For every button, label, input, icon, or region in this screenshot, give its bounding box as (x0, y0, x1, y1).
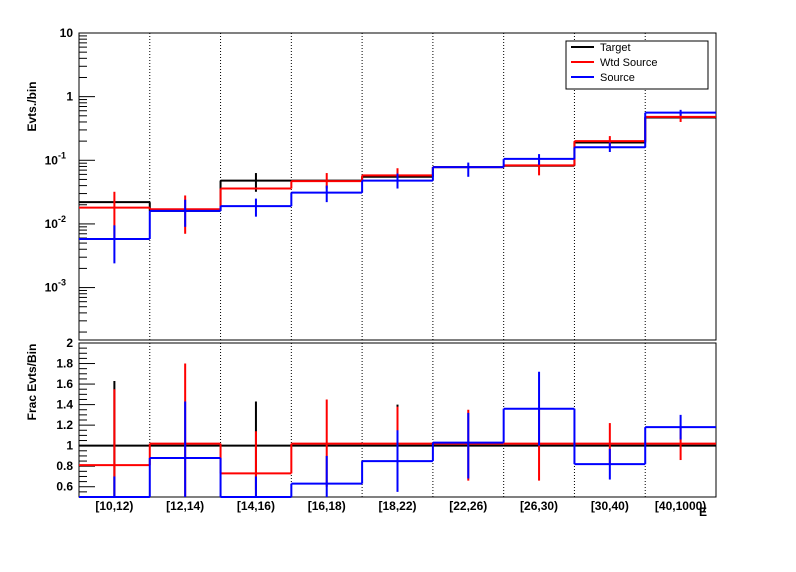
bottom-y-tick-label: 1.6 (56, 377, 73, 391)
bottom-y-tick-label: 1 (66, 439, 73, 453)
bottom-y-axis-label: Frac Evts/Bin (25, 344, 39, 421)
top-y-tick-label: 10-3 (45, 278, 66, 295)
top-plot-frame (78, 32, 717, 341)
top-y-axis-label: Evts./bin (25, 81, 39, 131)
legend-entry: Source (600, 72, 635, 84)
x-axis-label: E (699, 505, 707, 519)
legend-entry: Target (600, 42, 631, 54)
bottom-y-tick-label: 2 (66, 336, 73, 350)
legend: Target Wtd Source Source (565, 40, 709, 90)
legend-box (565, 40, 709, 90)
bottom-y-tick-label: 0.8 (56, 459, 73, 473)
x-category-label: [22,26) (449, 499, 487, 513)
bottom-y-tick-label: 1.2 (56, 418, 73, 432)
x-category-label: [14,16) (237, 499, 275, 513)
top-panel: 10 1 10-1 10-2 10-3 Evts./bin (25, 26, 717, 341)
x-category-label: [40,1000) (655, 499, 706, 513)
bottom-panel: 2 1.8 1.6 1.4 1.2 1 0.8 0.6 Frac Evts/Bin [10,12)… (25, 336, 717, 519)
bottom-y-tick-label: 0.6 (56, 480, 73, 494)
top-y-tick-label: 10-1 (45, 150, 66, 167)
x-category-label: [12,14) (166, 499, 204, 513)
x-category-label: [18,22) (378, 499, 416, 513)
x-category-label: [30,40) (591, 499, 629, 513)
x-category-label: [26,30) (520, 499, 558, 513)
top-y-tick-label: 1 (66, 90, 73, 104)
bottom-y-tick-label: 1.4 (56, 398, 73, 412)
legend-entry: Wtd Source (600, 57, 657, 69)
x-category-label: [16,18) (308, 499, 346, 513)
x-category-label: [10,12) (95, 499, 133, 513)
top-y-tick-label: 10 (60, 26, 74, 40)
bottom-y-tick-label: 1.8 (56, 357, 73, 371)
top-y-tick-label: 10-2 (45, 214, 66, 231)
